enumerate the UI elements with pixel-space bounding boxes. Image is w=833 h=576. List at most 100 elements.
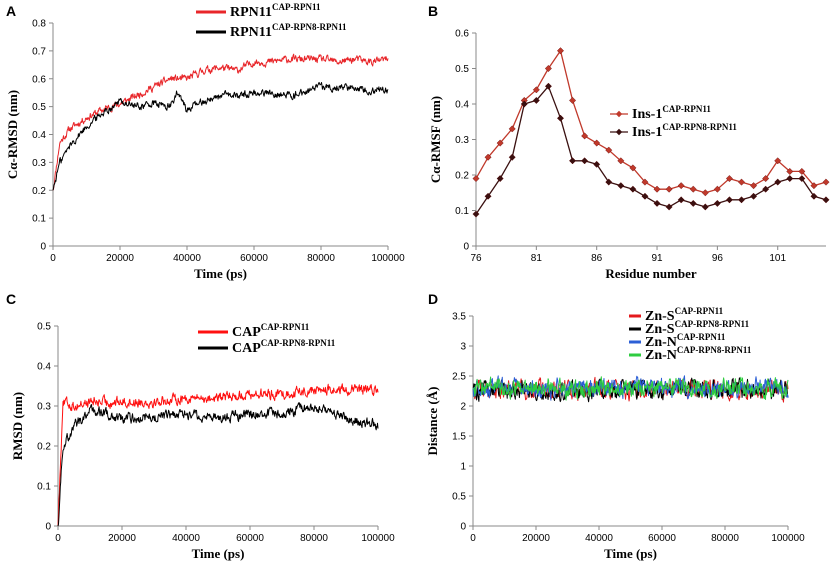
series-line-3 [472, 376, 789, 401]
data-point [701, 189, 709, 197]
data-point [544, 65, 552, 72]
legend-label: Zn-SCAP-RPN8-RPN11 [645, 319, 750, 337]
legend-label: Ins-1CAP-RPN11 [632, 104, 711, 122]
x-tick-label: 20000 [108, 533, 136, 544]
data-point [520, 100, 528, 108]
data-point [557, 114, 564, 122]
legend-label: Ins-1CAP-RPN8-RPN11 [632, 122, 737, 140]
x-tick-label: 40000 [173, 253, 201, 264]
legend-marker [615, 128, 623, 136]
y-tick-label: 3.5 [452, 312, 466, 323]
x-tick-label: 0 [50, 253, 56, 264]
data-point [738, 178, 745, 186]
x-tick-label: 80000 [711, 533, 739, 544]
x-tick-label: 60000 [648, 533, 676, 544]
y-tick-label: 0 [463, 242, 469, 253]
legend-name: Zn-S [645, 322, 675, 337]
data-point [725, 175, 733, 183]
data-point [677, 196, 685, 204]
y-axis-title: RMSD (nm) [10, 392, 25, 460]
y-tick-label: 0.7 [32, 46, 46, 57]
data-point [810, 182, 818, 190]
legend-label: RPN11CAP-RPN11 [230, 2, 321, 20]
x-tick-label: 86 [591, 253, 603, 264]
y-tick-label: 0.6 [455, 29, 469, 40]
data-point [762, 175, 770, 183]
x-tick-label: 40000 [585, 533, 613, 544]
series-line-1 [475, 85, 827, 215]
x-tick-label: 60000 [236, 533, 264, 544]
y-tick-label: 0.1 [37, 482, 51, 493]
x-tick-label: 40000 [172, 533, 200, 544]
y-tick-label: 0.1 [32, 214, 46, 225]
panel-c: C 0 0.1 0.2 0.3 0.4 0.5 0 20000 40000 60000 80000 10… [6, 291, 395, 561]
data-point [786, 175, 794, 183]
y-tick-label: 1 [460, 462, 466, 473]
data-point [508, 153, 516, 161]
y-tick-label: 0.4 [37, 362, 51, 373]
x-tick-label: 100000 [361, 533, 395, 544]
panel-d: D 0 0.5 1 1.5 2 2.5 3 3.5 0 20000 40000 60000 80000 10… [425, 291, 805, 561]
legend-marker [615, 110, 623, 118]
x-tick-label: 20000 [522, 533, 550, 544]
data-point [508, 125, 516, 133]
panel-b: B 0 0.1 0.2 0.3 0.4 0.5 0.6 76 81 86 91 96 101 Residue… [428, 3, 830, 281]
y-axis-title: Distance (Å) [425, 387, 440, 456]
y-tick-label: 0.2 [455, 171, 469, 182]
data-point [677, 182, 685, 190]
data-point [569, 96, 577, 104]
data-point [532, 86, 540, 94]
data-point [665, 203, 673, 211]
data-point [750, 182, 758, 190]
data-point [798, 175, 806, 183]
data-point [762, 185, 770, 193]
data-point [581, 157, 589, 165]
data-point [472, 210, 480, 218]
x-tick-label: 0 [55, 533, 61, 544]
data-point [484, 153, 492, 161]
data-point [617, 157, 625, 165]
legend-superscript: CAP-RPN8-RPN11 [272, 22, 347, 32]
x-tick-label: 80000 [307, 253, 335, 264]
data-point [629, 185, 637, 193]
legend-label: CAPCAP-RPN11 [232, 322, 310, 340]
legend-superscript: CAP-RPN8-RPN11 [675, 319, 750, 329]
legend-label: Zn-NCAP-RPN8-RPN11 [645, 345, 752, 363]
panel-a: A 0 0.1 0.2 0.3 0.4 0.5 0.6 0.7 0.8 0 20000 40000 600… [5, 2, 405, 281]
data-point [641, 192, 649, 200]
data-point [653, 199, 661, 207]
y-tick-label: 0.3 [37, 402, 51, 413]
data-point [822, 178, 830, 186]
x-tick-label: 76 [470, 253, 482, 264]
data-point [665, 185, 673, 193]
x-tick-label: 100000 [371, 253, 405, 264]
data-point [713, 199, 721, 207]
legend-name: Ins-1 [632, 125, 662, 140]
legend-superscript: CAP-RPN11 [675, 306, 724, 316]
data-point [557, 47, 564, 55]
data-point [653, 185, 661, 193]
legend-superscript: CAP-RPN11 [662, 104, 711, 114]
legend-name: Zn-S [645, 309, 675, 324]
data-point [532, 96, 540, 104]
data-point [689, 199, 697, 207]
data-point [484, 192, 492, 200]
data-point [822, 196, 830, 204]
series-line-0 [57, 383, 379, 527]
legend-superscript: CAP-RPN8-RPN11 [261, 338, 336, 348]
y-tick-label: 0.4 [455, 100, 469, 111]
x-tick-label: 81 [531, 253, 543, 264]
data-point [581, 132, 589, 140]
x-tick-label: 20000 [106, 253, 134, 264]
legend-name: Zn-N [645, 348, 677, 363]
data-point [689, 185, 697, 193]
data-point [738, 196, 745, 204]
data-point [472, 175, 480, 183]
legend-name: CAP [232, 341, 261, 356]
x-tick-label: 60000 [240, 253, 268, 264]
series-line-0 [52, 53, 389, 191]
legend-name: RPN11 [230, 5, 272, 20]
y-tick-label: 0.4 [32, 130, 46, 141]
data-point [605, 178, 613, 186]
y-tick-label: 0.3 [32, 158, 46, 169]
